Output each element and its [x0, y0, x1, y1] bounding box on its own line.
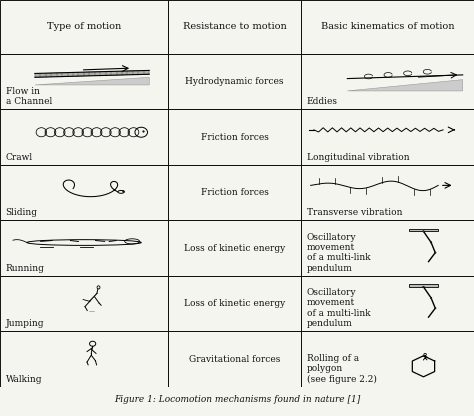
Bar [301, 0, 474, 54]
Text: Crawl: Crawl [6, 153, 33, 162]
Text: Resistance to motion: Resistance to motion [183, 22, 286, 31]
Bar [301, 109, 474, 165]
Bar [301, 165, 474, 220]
Bar [168, 220, 301, 276]
Bar [0, 332, 168, 387]
Bar [0, 165, 168, 220]
Circle shape [435, 252, 436, 253]
Circle shape [430, 242, 432, 243]
Bar [168, 165, 301, 220]
Text: Basic kinematics of motion: Basic kinematics of motion [321, 22, 454, 31]
FancyBboxPatch shape [409, 284, 438, 287]
Bar [0, 0, 168, 54]
Text: Transverse vibration: Transverse vibration [307, 208, 402, 217]
Text: Walking: Walking [6, 375, 42, 384]
Circle shape [435, 307, 436, 309]
Text: Longitudinal vibration: Longitudinal vibration [307, 153, 410, 162]
Text: Flow in
a Channel: Flow in a Channel [6, 87, 52, 106]
Text: Figure 1: Locomotion mechanisms found in nature [1]: Figure 1: Locomotion mechanisms found in… [114, 396, 360, 404]
Text: Running: Running [6, 264, 45, 273]
Text: Sliding: Sliding [6, 208, 38, 217]
Polygon shape [35, 77, 149, 85]
FancyBboxPatch shape [409, 229, 438, 231]
Bar [0, 276, 168, 332]
Bar [301, 276, 474, 332]
Text: Loss of kinetic energy: Loss of kinetic energy [184, 244, 285, 253]
Bar [0, 220, 168, 276]
Text: Hydrodynamic forces: Hydrodynamic forces [185, 77, 284, 86]
Text: Oscillatory
movement
of a multi-link
pendulum: Oscillatory movement of a multi-link pen… [307, 233, 370, 273]
Bar [0, 109, 168, 165]
Text: Loss of kinetic energy: Loss of kinetic energy [184, 299, 285, 308]
Bar [301, 220, 474, 276]
Bar [168, 332, 301, 387]
Text: Type of motion: Type of motion [47, 22, 121, 31]
Bar [168, 0, 301, 54]
Bar [168, 54, 301, 109]
Text: Rolling of a
polygon
(see figure 2.2): Rolling of a polygon (see figure 2.2) [307, 354, 376, 384]
Bar [168, 276, 301, 332]
Circle shape [423, 286, 424, 287]
Text: Eddies: Eddies [307, 97, 337, 106]
Bar [301, 54, 474, 109]
Circle shape [423, 231, 424, 232]
Text: Oscillatory
movement
of a multi-link
pendulum: Oscillatory movement of a multi-link pen… [307, 288, 370, 328]
Text: Jumping: Jumping [6, 319, 44, 328]
Bar [168, 109, 301, 165]
Polygon shape [347, 79, 463, 91]
Text: Gravitational forces: Gravitational forces [189, 354, 280, 364]
Bar [301, 332, 474, 387]
Circle shape [430, 297, 432, 298]
Bar [0, 54, 168, 109]
Text: Friction forces: Friction forces [201, 133, 269, 141]
Text: Friction forces: Friction forces [201, 188, 269, 197]
